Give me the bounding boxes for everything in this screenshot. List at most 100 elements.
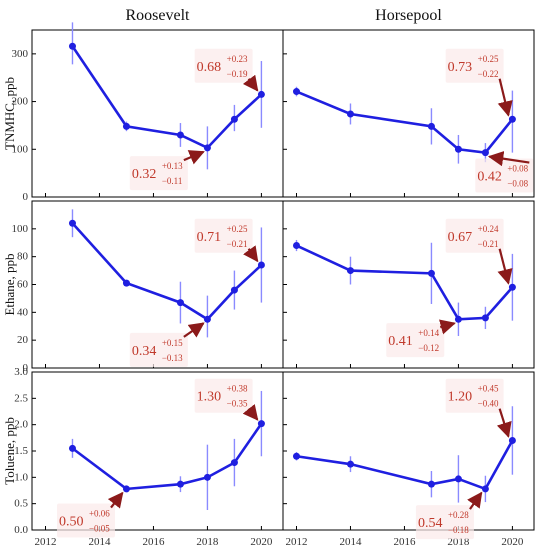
y-tick-label: 200 — [12, 96, 29, 108]
series-line-tnmhc-roosevelt — [71, 45, 263, 150]
annotation-highlight — [129, 156, 188, 191]
y-tick-label: 1.5 — [14, 445, 28, 457]
annotation-arrow — [183, 322, 205, 338]
annotation-value: 0.67 — [448, 230, 473, 245]
annotation-lower-error: −0.21 — [227, 239, 248, 249]
annotation-value: 0.41 — [388, 334, 413, 349]
annotation-lower-error: −0.11 — [162, 176, 183, 186]
data-point-toluene-horsepool — [508, 436, 516, 444]
x-tick-label: 2014 — [88, 536, 111, 548]
annotation-lower-error: −0.08 — [507, 179, 528, 189]
annotation-value: 0.50 — [59, 515, 83, 530]
y-tick-label: 0.5 — [14, 498, 28, 510]
series-line-tnmhc-horsepool — [295, 90, 514, 155]
y-tick-label: 60 — [17, 279, 29, 291]
data-point-tnmhc-roosevelt — [68, 42, 76, 50]
annotation-lower-error: −0.19 — [227, 69, 248, 79]
data-point-toluene-horsepool — [454, 475, 462, 483]
annotation-upper-error: +0.23 — [227, 54, 248, 64]
data-point-tnmhc-roosevelt — [230, 115, 238, 123]
data-point-tnmhc-roosevelt — [176, 131, 184, 139]
annotation-upper-error: +0.13 — [162, 161, 183, 171]
annotation-arrow — [497, 248, 513, 285]
annotation-highlight — [445, 48, 504, 83]
data-point-tnmhc-horsepool — [292, 88, 300, 96]
x-tick-label: 2012 — [285, 536, 307, 548]
data-point-toluene-roosevelt — [257, 420, 265, 428]
annotation-value: 0.32 — [132, 167, 157, 182]
data-point-ethane-roosevelt — [68, 219, 76, 227]
data-point-ethane-roosevelt — [122, 279, 130, 287]
annotation-arrow — [183, 150, 205, 165]
column-title-roosevelt: Roosevelt — [126, 7, 191, 24]
data-point-toluene-roosevelt — [230, 459, 238, 467]
annotation-arrow — [497, 78, 513, 117]
annotation-upper-error: +0.38 — [227, 384, 248, 394]
series-line-ethane-roosevelt — [71, 222, 263, 321]
annotation-upper-error: +0.14 — [418, 328, 439, 338]
annotation-highlight — [194, 378, 253, 413]
annotation-highlight — [475, 158, 534, 193]
annotation-highlight — [415, 505, 474, 540]
annotation-upper-error: +0.45 — [478, 384, 499, 394]
data-point-ethane-horsepool — [508, 283, 516, 291]
y-tick-label: 2.5 — [14, 392, 28, 404]
data-point-toluene-horsepool — [346, 460, 354, 468]
data-point-ethane-horsepool — [454, 315, 462, 323]
annotation-arrow — [242, 403, 259, 421]
data-point-toluene-horsepool — [427, 480, 435, 488]
annotation-arrow — [467, 491, 483, 510]
annotation-arrow — [496, 408, 512, 438]
annotation-arrow — [243, 245, 259, 263]
annotation-highlight — [194, 48, 253, 83]
annotation-lower-error: −0.13 — [162, 353, 183, 363]
annotation-upper-error: +0.24 — [478, 224, 499, 234]
x-tick-label: 2016 — [142, 536, 165, 548]
annotation-value: 0.34 — [132, 344, 157, 359]
annotation-value: 0.42 — [477, 170, 502, 185]
y-axis-label: Toluene, ppb — [2, 417, 17, 485]
annotation-upper-error: +0.28 — [448, 510, 469, 520]
annotation-highlight — [386, 323, 445, 358]
y-tick-label: 100 — [12, 143, 29, 155]
data-point-toluene-roosevelt — [68, 444, 76, 452]
y-tick-label: 1.0 — [14, 471, 28, 483]
y-tick-label: 300 — [12, 48, 29, 60]
data-point-tnmhc-roosevelt — [257, 90, 265, 98]
series-line-ethane-horsepool — [295, 244, 514, 321]
data-point-tnmhc-roosevelt — [122, 122, 130, 130]
x-tick-label: 2018 — [196, 536, 219, 548]
data-point-ethane-horsepool — [427, 269, 435, 277]
annotation-highlight — [129, 332, 188, 367]
y-tick-label: 2.0 — [14, 419, 28, 431]
y-tick-label: 0 — [23, 191, 29, 203]
annotation-upper-error: +0.25 — [227, 224, 248, 234]
data-point-tnmhc-horsepool — [427, 122, 435, 130]
annotation-value: 0.68 — [197, 60, 222, 75]
annotation-value: 1.20 — [448, 390, 473, 405]
data-point-tnmhc-roosevelt — [203, 144, 211, 152]
annotation-upper-error: +0.08 — [507, 164, 528, 174]
y-axis-label: TNMHC, ppb — [2, 77, 17, 150]
annotation-highlight — [194, 218, 253, 253]
series-line-toluene-roosevelt — [71, 422, 263, 491]
data-point-toluene-horsepool — [292, 452, 300, 460]
x-tick-label: 2012 — [34, 536, 56, 548]
y-tick-label: 0 — [23, 362, 29, 374]
x-tick-label: 2014 — [339, 536, 362, 548]
panel-frame-tnmhc-horsepool — [282, 29, 535, 198]
x-tick-label: 2020 — [250, 536, 273, 548]
data-point-toluene-horsepool — [481, 485, 489, 493]
annotation-value: 1.30 — [197, 390, 222, 405]
annotation-lower-error: −0.05 — [89, 524, 110, 534]
x-tick-label: 2016 — [393, 536, 416, 548]
annotation-highlight — [445, 378, 504, 413]
annotation-highlight — [445, 218, 504, 253]
annotation-value: 0.71 — [197, 230, 222, 245]
annotation-highlight — [56, 503, 115, 538]
y-tick-label: 20 — [17, 334, 29, 346]
y-tick-label: 80 — [17, 251, 29, 263]
annotation-lower-error: −0.35 — [227, 399, 248, 409]
data-point-tnmhc-horsepool — [481, 149, 489, 157]
